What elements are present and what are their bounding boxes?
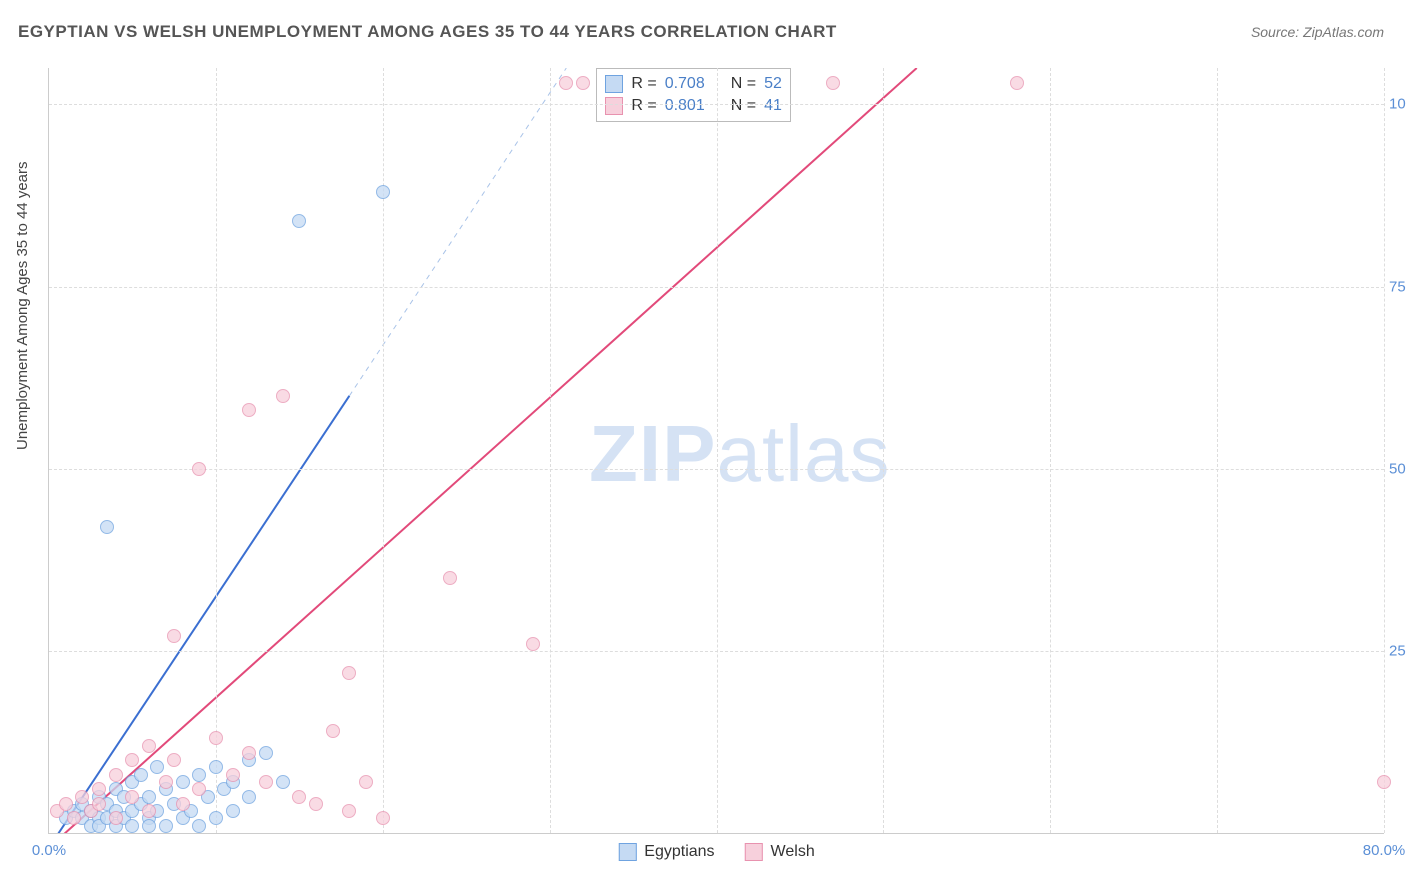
stats-row: R = 0.708 N = 52 (605, 73, 782, 95)
r-label: R = (631, 97, 656, 115)
n-label: N = (731, 97, 756, 115)
data-point (92, 782, 106, 796)
y-tick-label: 50.0% (1389, 460, 1406, 477)
data-point (526, 637, 540, 651)
data-point (192, 462, 206, 476)
data-point (226, 804, 240, 818)
x-tick-label: 0.0% (32, 842, 66, 859)
data-point (67, 811, 81, 825)
data-point (176, 797, 190, 811)
chart-plot-area: ZIPatlas R =0.708N =52R =0.801N =41 Egyp… (48, 68, 1384, 834)
watermark: ZIPatlas (589, 408, 890, 500)
data-point (125, 753, 139, 767)
data-point (242, 790, 256, 804)
data-point (142, 790, 156, 804)
r-value: 0.801 (665, 97, 705, 115)
data-point (259, 775, 273, 789)
data-point (150, 760, 164, 774)
data-point (59, 797, 73, 811)
stats-row: R = 0.801 N = 41 (605, 95, 782, 117)
r-label: R = (631, 75, 656, 93)
chart-title: EGYPTIAN VS WELSH UNEMPLOYMENT AMONG AGE… (18, 22, 837, 42)
r-value: 0.708 (665, 75, 705, 93)
data-point (192, 768, 206, 782)
gridline-vertical (1217, 68, 1218, 833)
data-point (142, 804, 156, 818)
data-point (109, 811, 123, 825)
data-point (259, 746, 273, 760)
data-point (109, 768, 123, 782)
data-point (100, 520, 114, 534)
legend-swatch (618, 843, 636, 861)
n-value: 41 (764, 97, 782, 115)
data-point (292, 790, 306, 804)
data-point (359, 775, 373, 789)
chart-legend: Egyptians Welsh (618, 843, 814, 861)
data-point (276, 775, 290, 789)
legend-label: Welsh (771, 843, 815, 861)
stats-box: R = 0.708 N = 52 R = 0.801 N = 41 (596, 68, 791, 122)
data-point (826, 76, 840, 90)
y-tick-label: 100.0% (1389, 96, 1406, 113)
data-point (209, 811, 223, 825)
data-point (309, 797, 323, 811)
n-value: 52 (764, 75, 782, 93)
data-point (209, 760, 223, 774)
data-point (134, 768, 148, 782)
data-point (443, 571, 457, 585)
legend-swatch (745, 843, 763, 861)
gridline-vertical (1050, 68, 1051, 833)
data-point (192, 819, 206, 833)
data-point (192, 782, 206, 796)
data-point (142, 739, 156, 753)
data-point (242, 403, 256, 417)
x-tick-label: 80.0% (1363, 842, 1406, 859)
data-point (376, 185, 390, 199)
legend-item: Egyptians (618, 843, 714, 861)
data-point (167, 629, 181, 643)
gridline-vertical (717, 68, 718, 833)
source-attribution: Source: ZipAtlas.com (1251, 24, 1384, 40)
legend-label: Egyptians (644, 843, 714, 861)
data-point (342, 804, 356, 818)
gridline-vertical (550, 68, 551, 833)
gridline-vertical (1384, 68, 1385, 833)
legend-swatch (605, 75, 623, 93)
y-tick-label: 25.0% (1389, 642, 1406, 659)
legend-item: Welsh (745, 843, 815, 861)
data-point (159, 775, 173, 789)
gridline-vertical (883, 68, 884, 833)
data-point (576, 76, 590, 90)
data-point (176, 775, 190, 789)
data-point (559, 76, 573, 90)
data-point (125, 819, 139, 833)
data-point (167, 753, 181, 767)
data-point (376, 811, 390, 825)
n-label: N = (731, 75, 756, 93)
legend-swatch (605, 97, 623, 115)
gridline-vertical (216, 68, 217, 833)
data-point (75, 790, 89, 804)
y-axis-label: Unemployment Among Ages 35 to 44 years (14, 161, 31, 450)
data-point (342, 666, 356, 680)
data-point (226, 768, 240, 782)
data-point (209, 731, 223, 745)
y-tick-label: 75.0% (1389, 278, 1406, 295)
data-point (125, 790, 139, 804)
data-point (1377, 775, 1391, 789)
data-point (242, 746, 256, 760)
data-point (92, 797, 106, 811)
data-point (276, 389, 290, 403)
data-point (1010, 76, 1024, 90)
gridline-vertical (383, 68, 384, 833)
data-point (326, 724, 340, 738)
data-point (292, 214, 306, 228)
data-point (142, 819, 156, 833)
data-point (159, 819, 173, 833)
